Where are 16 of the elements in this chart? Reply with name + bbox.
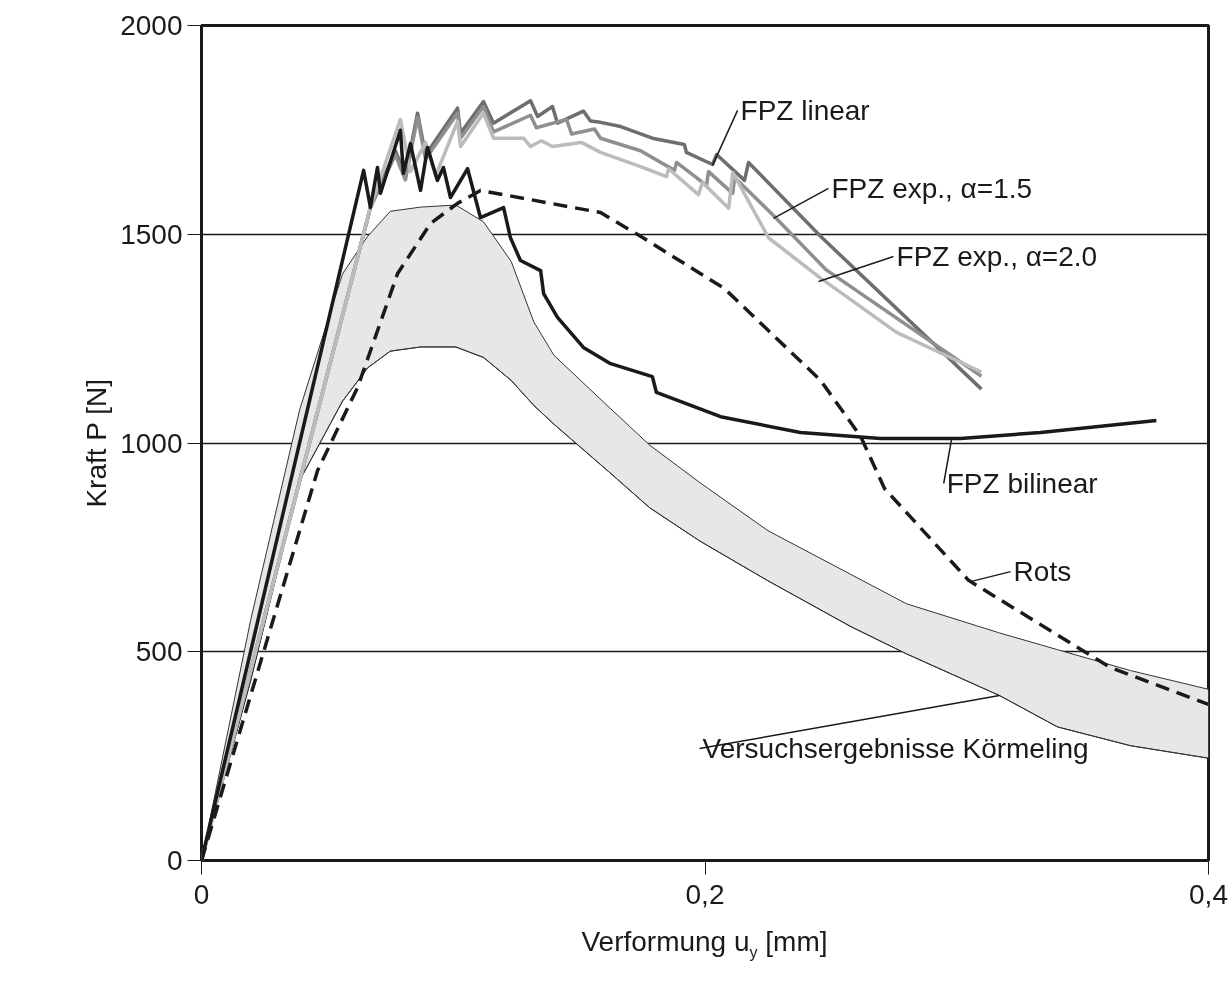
y-tick-label: 1500	[120, 218, 183, 250]
annotation: FPZ linear	[740, 94, 870, 126]
annotation: FPZ exp., α=2.0	[896, 240, 1098, 272]
x-tick-label: 0,2	[685, 878, 725, 910]
annotation: FPZ exp., α=1.5	[831, 172, 1033, 204]
x-tick-label: 0,4	[1189, 878, 1228, 910]
y-axis-title: Kraft P [N]	[81, 378, 113, 508]
annotation: Versuchsergebnisse Körmeling	[702, 733, 1089, 765]
x-tick-label: 0	[193, 878, 210, 910]
annotation: FPZ bilinear	[946, 467, 1098, 499]
y-tick-label: 500	[135, 636, 183, 668]
y-tick-label: 1000	[120, 427, 183, 459]
y-tick-label: 0	[166, 845, 183, 876]
y-tick-label: 2000	[120, 10, 183, 41]
annotation: Rots	[1013, 556, 1072, 588]
x-axis-title: Verformung u$_{y}$ [mm]	[581, 925, 828, 963]
